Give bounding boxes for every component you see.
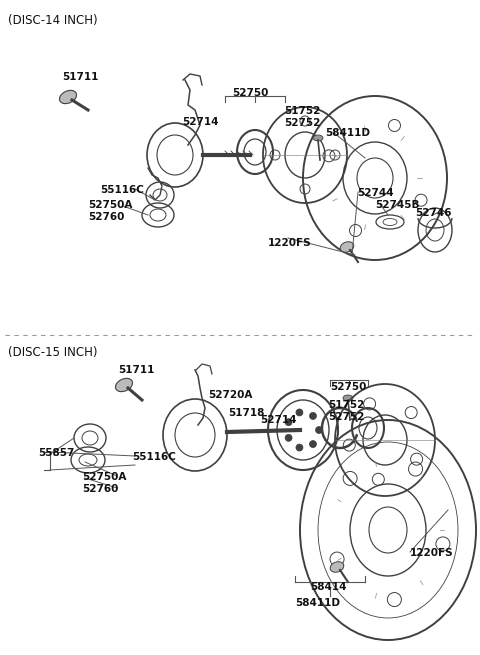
Text: (DISC-14 INCH): (DISC-14 INCH) — [8, 14, 97, 27]
Ellipse shape — [116, 379, 132, 392]
Text: 52720A: 52720A — [208, 390, 252, 400]
Ellipse shape — [330, 562, 344, 572]
Text: 58414: 58414 — [310, 582, 346, 592]
Ellipse shape — [340, 242, 354, 252]
Circle shape — [285, 434, 292, 441]
Text: 52750A: 52750A — [88, 200, 132, 210]
Text: 52750: 52750 — [232, 88, 268, 98]
Text: 52752: 52752 — [284, 118, 320, 128]
Ellipse shape — [343, 395, 353, 401]
Text: 1220FS: 1220FS — [268, 238, 312, 248]
Text: 55116C: 55116C — [132, 452, 176, 462]
Text: 51752: 51752 — [328, 400, 364, 410]
Text: 52760: 52760 — [82, 484, 119, 494]
Text: 58411D: 58411D — [296, 598, 340, 608]
Circle shape — [315, 426, 323, 434]
Text: 52750A: 52750A — [82, 472, 126, 482]
Text: 52746: 52746 — [415, 208, 452, 218]
Text: 51711: 51711 — [118, 365, 155, 375]
Text: 52750: 52750 — [330, 382, 366, 392]
Ellipse shape — [60, 90, 76, 103]
Circle shape — [296, 409, 303, 416]
Ellipse shape — [313, 135, 323, 141]
Text: 51718: 51718 — [228, 408, 264, 418]
Circle shape — [310, 441, 316, 447]
Text: 52752: 52752 — [328, 412, 364, 422]
Text: 55116C: 55116C — [100, 185, 144, 195]
Text: 58411D: 58411D — [325, 128, 370, 138]
Text: 51752: 51752 — [284, 106, 320, 116]
Text: 52714: 52714 — [260, 415, 297, 425]
Circle shape — [310, 413, 316, 419]
Text: 52744: 52744 — [357, 188, 394, 198]
Circle shape — [285, 419, 292, 426]
Text: 1220FS: 1220FS — [410, 548, 454, 558]
Circle shape — [296, 444, 303, 451]
Text: 52760: 52760 — [88, 212, 124, 222]
Text: 52745B: 52745B — [375, 200, 420, 210]
Text: 55857: 55857 — [38, 448, 74, 458]
Text: 52714: 52714 — [182, 117, 218, 127]
Text: (DISC-15 INCH): (DISC-15 INCH) — [8, 346, 97, 359]
Text: 51711: 51711 — [62, 72, 98, 82]
